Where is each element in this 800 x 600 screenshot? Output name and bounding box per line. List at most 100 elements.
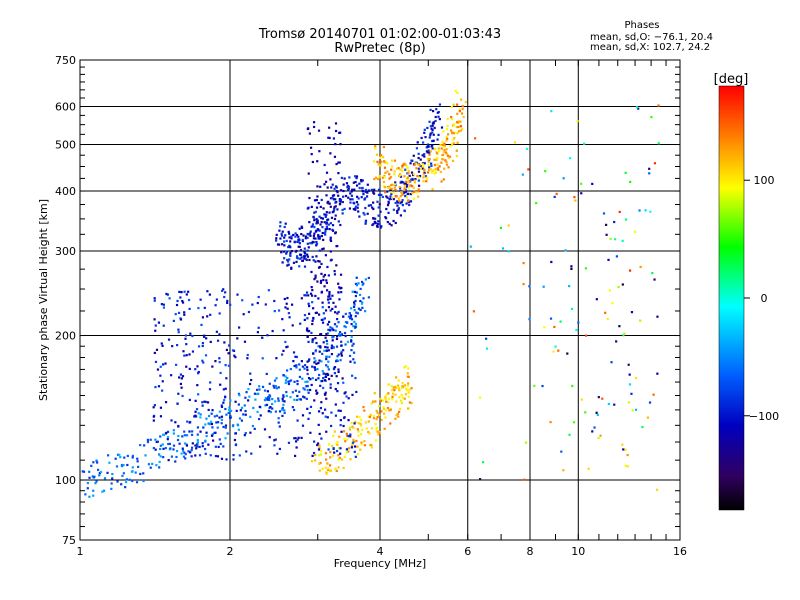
echo-point <box>329 222 332 225</box>
echo-point <box>179 296 182 299</box>
echo-point <box>521 173 524 176</box>
echo-point <box>319 380 323 383</box>
echo-point <box>328 443 331 446</box>
echo-point <box>384 191 387 194</box>
echo-point <box>464 100 467 104</box>
echo-point <box>408 174 411 177</box>
echo-point <box>326 332 330 335</box>
echo-point <box>320 437 323 440</box>
echo-point <box>339 452 342 455</box>
echo-point <box>655 488 659 491</box>
echo-point <box>624 218 628 221</box>
echo-point <box>376 160 379 163</box>
echo-point <box>337 454 340 457</box>
echo-point <box>334 143 337 146</box>
echo-point <box>440 147 443 150</box>
echo-point <box>146 438 149 442</box>
echo-point <box>361 189 364 193</box>
echo-point <box>194 368 197 371</box>
echo-point <box>157 385 161 388</box>
echo-point <box>430 162 433 165</box>
echo-point <box>279 237 282 240</box>
echo-point <box>335 375 338 378</box>
echo-point <box>397 387 401 390</box>
echo-point <box>432 133 435 136</box>
echo-point <box>196 384 199 387</box>
echo-point <box>402 163 405 166</box>
echo-point <box>397 197 400 200</box>
echo-point <box>336 355 339 358</box>
echo-point <box>358 293 362 297</box>
echo-point <box>373 392 376 395</box>
echo-point <box>181 301 185 304</box>
echo-point <box>324 254 327 257</box>
echo-point <box>447 166 450 169</box>
echo-point <box>445 127 449 131</box>
echo-point <box>193 415 196 418</box>
echo-point <box>372 191 375 194</box>
echo-point <box>357 453 360 456</box>
echo-point <box>348 426 352 429</box>
echo-point <box>257 295 260 299</box>
echo-point <box>335 335 339 338</box>
echo-point <box>294 440 298 443</box>
echo-point <box>597 396 600 399</box>
echo-point <box>311 160 314 164</box>
echo-point <box>181 375 185 378</box>
echo-point <box>101 490 104 493</box>
echo-point <box>628 383 632 386</box>
echo-point <box>444 151 447 154</box>
echo-point <box>275 387 278 390</box>
echo-point <box>224 424 228 427</box>
echo-point <box>310 286 313 289</box>
echo-point <box>268 382 271 385</box>
echo-point <box>303 388 306 391</box>
echo-point <box>409 184 412 187</box>
echo-point <box>237 403 240 406</box>
echo-point <box>334 214 337 217</box>
echo-point <box>383 186 387 189</box>
echo-point <box>312 121 316 124</box>
echo-point <box>350 190 353 193</box>
echo-point <box>310 153 313 156</box>
echo-point <box>283 297 286 301</box>
echo-point <box>441 153 445 156</box>
echo-point <box>95 480 98 483</box>
echo-point <box>350 339 353 342</box>
echo-point <box>542 285 545 288</box>
echo-point <box>294 235 297 238</box>
echo-point <box>423 162 426 165</box>
echo-point <box>295 446 298 449</box>
echo-point <box>550 110 553 113</box>
echo-point <box>356 206 359 209</box>
echo-point <box>389 422 392 425</box>
echo-point <box>329 205 332 208</box>
echo-point <box>552 350 555 353</box>
echo-point <box>314 378 318 381</box>
echo-point <box>316 195 319 198</box>
echo-point <box>431 128 434 132</box>
echo-point <box>351 290 354 293</box>
echo-point <box>197 307 200 310</box>
echo-point <box>310 225 313 228</box>
echo-point <box>331 454 335 457</box>
echo-point <box>392 219 395 223</box>
echo-point <box>394 221 397 225</box>
echo-point <box>188 307 191 311</box>
echo-point <box>437 115 440 118</box>
echo-point <box>599 434 602 437</box>
echo-point <box>568 284 571 288</box>
echo-point <box>445 160 448 164</box>
echo-point <box>340 458 344 461</box>
echo-point <box>617 285 620 289</box>
echo-point <box>357 434 360 437</box>
echo-point <box>344 194 348 198</box>
echo-point <box>351 374 354 377</box>
echo-point <box>355 176 358 180</box>
echo-point <box>595 411 598 414</box>
echo-point <box>445 163 449 166</box>
echo-point <box>329 236 332 239</box>
echo-point <box>234 432 237 435</box>
echo-point <box>292 360 295 363</box>
echo-point <box>355 201 359 204</box>
